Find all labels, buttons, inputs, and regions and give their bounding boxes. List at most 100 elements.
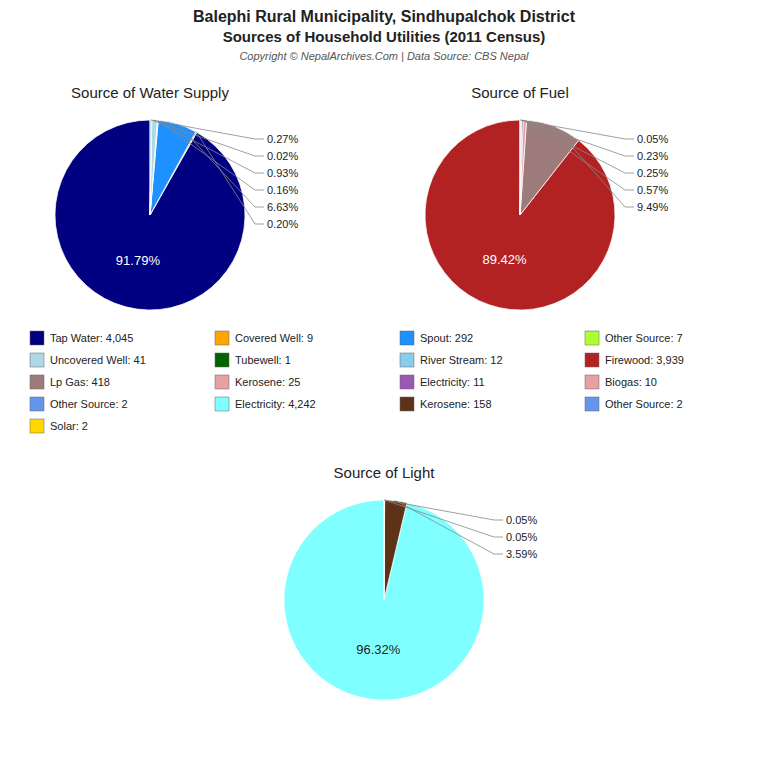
leader-line xyxy=(384,500,503,520)
pie-slice xyxy=(520,120,523,215)
leader-line xyxy=(384,500,503,537)
data-label: 89.42% xyxy=(482,252,527,267)
legend-label: Lp Gas: 418 xyxy=(50,376,110,388)
pie-labels: 89.42% 0.05% 0.23% 0.25% 0.57% 9.49% xyxy=(482,120,668,267)
legend-swatch xyxy=(215,353,229,367)
legend-item: Solar: 2 xyxy=(30,419,88,433)
data-label: 0.02% xyxy=(267,150,298,162)
chart: Balephi Rural Municipality, Sindhupalcho… xyxy=(0,0,768,768)
legend-label: Other Source: 2 xyxy=(605,398,683,410)
leader-line xyxy=(396,501,503,554)
legend-swatch xyxy=(30,331,44,345)
data-label: 0.23% xyxy=(637,150,668,162)
legend-swatch xyxy=(30,419,44,433)
legend-label: Tubewell: 1 xyxy=(235,354,291,366)
data-label: 91.79% xyxy=(116,253,161,268)
pie-chart xyxy=(425,120,615,310)
data-label: 0.05% xyxy=(506,514,537,526)
legend-swatch xyxy=(30,397,44,411)
pie-slice xyxy=(425,120,615,310)
legend-swatch xyxy=(585,397,599,411)
legend-label: Electricity: 11 xyxy=(420,376,485,388)
leader-line xyxy=(521,120,634,156)
legend-item: Kerosene: 25 xyxy=(215,375,300,389)
legend-swatch xyxy=(215,375,229,389)
data-label: 3.59% xyxy=(506,548,537,560)
subtitle: Sources of Household Utilities (2011 Cen… xyxy=(223,28,546,45)
leader-line xyxy=(522,120,634,173)
pie-slice xyxy=(520,120,521,215)
legend-swatch xyxy=(400,375,414,389)
leader-line xyxy=(554,126,634,207)
pie-slice xyxy=(284,500,484,700)
leader-line xyxy=(196,132,264,224)
data-label: 0.16% xyxy=(267,184,298,196)
legend-item: Spout: 292 xyxy=(400,331,473,345)
legend-label: Solar: 2 xyxy=(50,420,88,432)
legend-label: Spout: 292 xyxy=(420,332,473,344)
legend-item: River Stream: 12 xyxy=(400,353,503,367)
legend-item: Other Source: 2 xyxy=(30,397,128,411)
legend-item: Tubewell: 1 xyxy=(215,353,291,367)
leader-line xyxy=(178,124,264,207)
legend-item: Other Source: 7 xyxy=(585,331,683,345)
legend-item: Electricity: 11 xyxy=(400,375,485,389)
legend-item: Electricity: 4,242 xyxy=(215,397,316,411)
legend-swatch xyxy=(400,331,414,345)
legend-swatch xyxy=(585,331,599,345)
legend-label: Tap Water: 4,045 xyxy=(50,332,133,344)
legend-swatch xyxy=(215,331,229,345)
leader-line xyxy=(151,120,264,139)
legend-label: Kerosene: 158 xyxy=(420,398,492,410)
legend-item: Firewood: 3,939 xyxy=(585,353,684,367)
leader-line xyxy=(520,120,634,139)
legend-label: Kerosene: 25 xyxy=(235,376,300,388)
pie-slice xyxy=(384,500,386,600)
pie-labels: 96.32% 0.05% 0.05% 3.59% xyxy=(356,500,537,657)
legend-item: Covered Well: 9 xyxy=(215,331,313,345)
pie-chart xyxy=(284,500,484,700)
legend-swatch xyxy=(215,397,229,411)
legend-item: Other Source: 2 xyxy=(585,397,683,411)
legend-label: Other Source: 2 xyxy=(50,398,128,410)
legend-swatch xyxy=(400,353,414,367)
pie-title: Source of Water Supply xyxy=(71,84,229,101)
pie-title: Source of Light xyxy=(334,464,436,481)
data-label: 9.49% xyxy=(637,201,668,213)
legend-swatch xyxy=(30,375,44,389)
pie-slice xyxy=(150,120,152,215)
pie-slice xyxy=(150,120,196,215)
title: Balephi Rural Municipality, Sindhupalcho… xyxy=(193,8,576,25)
data-label: 0.25% xyxy=(637,167,668,179)
data-label: 6.63% xyxy=(267,201,298,213)
pie-labels: 91.79%0.27%0.02%0.93%0.16%6.63%0.20% xyxy=(116,120,299,268)
pie-title: Source of Fuel xyxy=(471,84,569,101)
legend: Tap Water: 4,045 Covered Well: 9 Spout: 29… xyxy=(30,331,684,433)
data-label: 0.05% xyxy=(506,531,537,543)
leader-line xyxy=(155,120,264,173)
pie-slice xyxy=(150,120,157,215)
legend-item: Uncovered Well: 41 xyxy=(30,353,146,367)
pie-slice xyxy=(520,120,527,215)
legend-label: River Stream: 12 xyxy=(420,354,503,366)
legend-label: Firewood: 3,939 xyxy=(605,354,684,366)
data-label: 0.20% xyxy=(267,218,298,230)
data-label: 96.32% xyxy=(356,642,401,657)
data-label: 0.27% xyxy=(267,133,298,145)
pie-slice xyxy=(520,120,579,215)
pie-slice xyxy=(150,120,152,215)
pie-slice xyxy=(384,500,407,600)
pie-slice xyxy=(384,500,385,600)
pie-slice xyxy=(150,120,158,215)
pie-slice xyxy=(55,120,245,310)
legend-swatch xyxy=(400,397,414,411)
legend-label: Electricity: 4,242 xyxy=(235,398,316,410)
legend-label: Uncovered Well: 41 xyxy=(50,354,146,366)
legend-label: Biogas: 10 xyxy=(605,376,657,388)
data-label: 0.57% xyxy=(637,184,668,196)
legend-item: Biogas: 10 xyxy=(585,375,657,389)
legend-item: Kerosene: 158 xyxy=(400,397,492,411)
data-label: 0.05% xyxy=(637,133,668,145)
legend-label: Other Source: 7 xyxy=(605,332,683,344)
legend-swatch xyxy=(585,353,599,367)
